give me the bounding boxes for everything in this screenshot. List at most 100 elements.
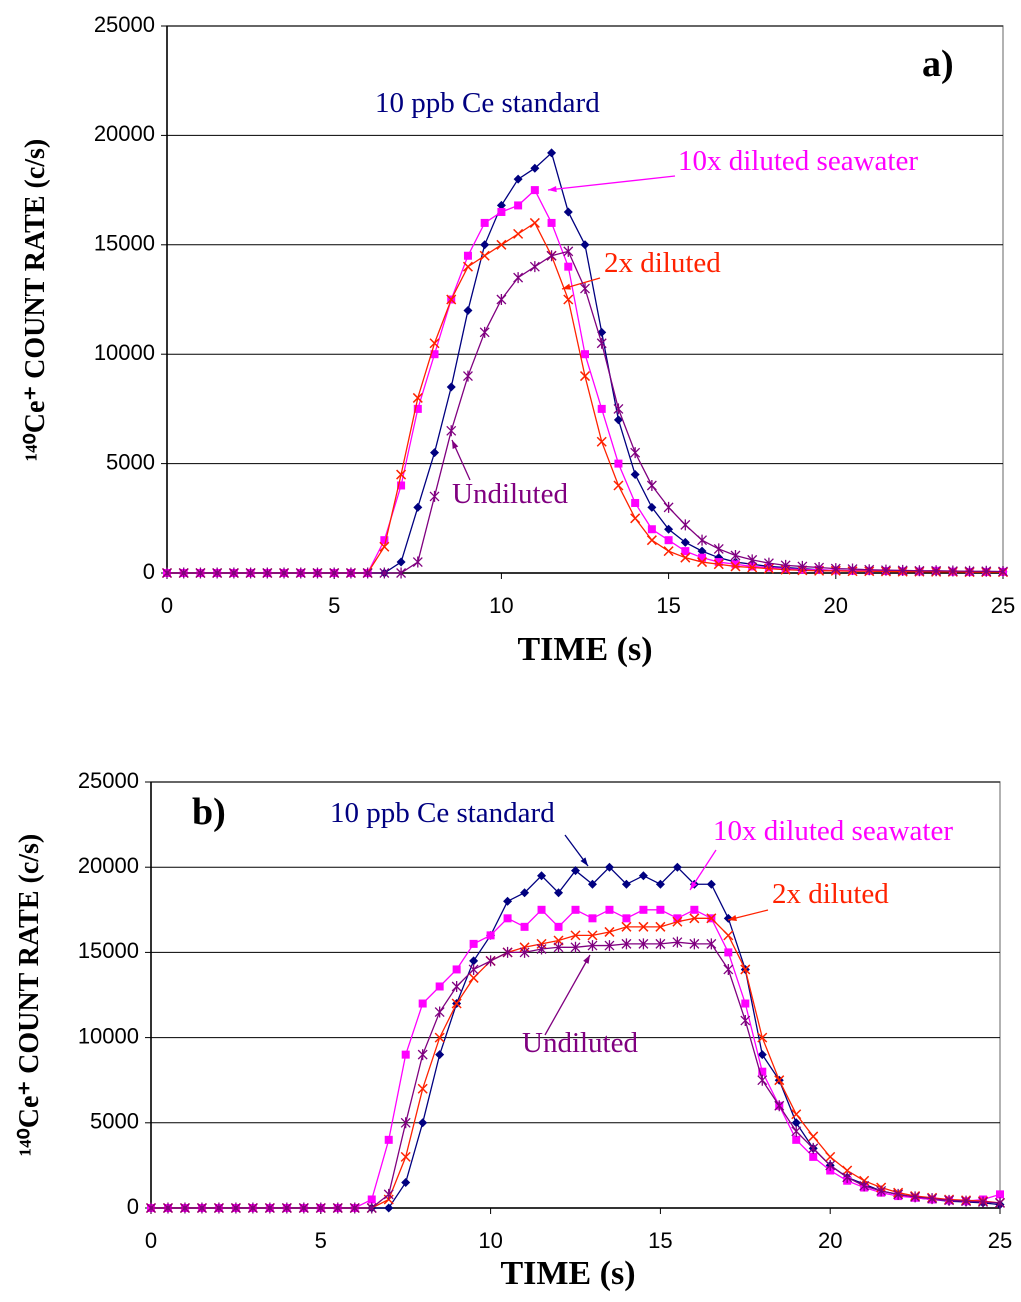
marker — [468, 963, 479, 975]
marker — [842, 1171, 853, 1183]
marker — [630, 513, 641, 524]
marker — [530, 186, 539, 195]
marker — [401, 1177, 411, 1187]
marker — [808, 1131, 819, 1142]
marker — [741, 999, 750, 1008]
marker — [713, 543, 724, 555]
marker — [497, 207, 506, 216]
marker — [245, 567, 256, 579]
marker — [792, 1135, 801, 1144]
arrow-head — [728, 914, 737, 921]
series — [162, 148, 1008, 578]
series-label: 10x diluted seawater — [678, 145, 918, 177]
arrow-head — [562, 283, 571, 290]
marker — [429, 490, 440, 502]
marker — [961, 1195, 971, 1207]
marker — [757, 1050, 767, 1060]
x-tick-label: 0 — [161, 593, 173, 618]
marker — [452, 965, 461, 974]
marker — [520, 888, 530, 898]
marker — [178, 567, 189, 579]
series-label: Undiluted — [522, 1027, 638, 1059]
marker — [672, 916, 683, 927]
marker — [228, 567, 239, 579]
marker — [647, 502, 657, 512]
marker — [663, 546, 674, 557]
marker — [163, 1202, 173, 1214]
marker — [345, 567, 356, 579]
marker — [864, 564, 875, 576]
marker — [315, 1202, 326, 1214]
marker — [723, 963, 734, 975]
marker — [486, 931, 495, 940]
marker — [563, 294, 574, 305]
marker — [646, 535, 657, 546]
marker — [664, 524, 674, 534]
marker — [180, 1202, 190, 1214]
marker — [279, 567, 289, 579]
marker — [731, 560, 740, 569]
marker — [503, 914, 512, 923]
marker — [571, 866, 580, 876]
x-tick-label: 5 — [315, 1228, 327, 1253]
arrow-head — [548, 186, 557, 193]
marker — [672, 936, 683, 948]
marker — [451, 980, 462, 992]
marker — [468, 972, 479, 983]
marker — [830, 563, 841, 575]
marker — [621, 879, 631, 889]
marker — [622, 914, 631, 923]
x-axis-label: TIME (s) — [517, 631, 652, 668]
marker — [332, 1202, 343, 1214]
marker — [613, 415, 623, 425]
marker — [362, 567, 373, 579]
marker — [400, 1151, 411, 1162]
marker — [748, 562, 757, 571]
marker — [547, 148, 557, 158]
y-axis-label: ¹⁴⁰Ce⁺ COUNT RATE (c/s) — [20, 139, 51, 462]
marker — [774, 1075, 785, 1086]
marker — [757, 1032, 768, 1043]
marker — [417, 1049, 428, 1061]
series-label: 2x diluted — [604, 247, 721, 279]
marker — [655, 938, 666, 950]
marker — [981, 565, 992, 577]
marker — [547, 218, 556, 227]
marker — [690, 905, 699, 914]
marker — [638, 938, 649, 950]
marker — [564, 262, 573, 271]
marker — [947, 565, 958, 577]
series-label: 10x diluted seawater — [713, 815, 953, 847]
marker — [554, 922, 563, 931]
marker — [791, 1109, 802, 1120]
marker — [747, 554, 758, 566]
marker — [349, 1202, 360, 1214]
series-line — [151, 917, 1001, 1209]
marker — [763, 557, 774, 569]
marker — [496, 239, 507, 250]
marker — [396, 469, 407, 480]
marker — [146, 1202, 156, 1214]
marker — [195, 567, 206, 579]
marker — [213, 1202, 224, 1214]
marker — [530, 163, 540, 173]
y-tick-label: 25000 — [94, 12, 155, 37]
marker — [655, 921, 666, 932]
series-line — [167, 151, 1003, 574]
marker — [430, 350, 439, 359]
marker — [713, 559, 724, 570]
marker — [809, 1152, 818, 1161]
marker — [680, 537, 690, 547]
arrow-head — [452, 440, 459, 449]
marker — [570, 941, 581, 953]
marker — [413, 502, 423, 512]
marker — [479, 250, 490, 261]
marker — [312, 567, 323, 579]
marker — [520, 922, 529, 931]
marker — [462, 261, 473, 272]
marker — [451, 998, 462, 1009]
x-tick-label: 25 — [988, 1228, 1012, 1253]
marker — [647, 525, 656, 534]
marker — [536, 943, 547, 955]
marker — [537, 905, 546, 914]
